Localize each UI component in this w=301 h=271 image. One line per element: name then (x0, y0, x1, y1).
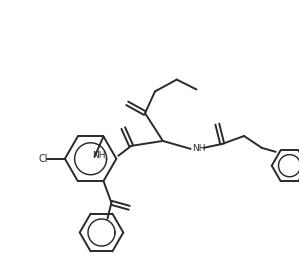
Text: NH: NH (193, 144, 206, 153)
Text: Cl: Cl (38, 154, 48, 164)
Text: NH: NH (92, 151, 105, 160)
